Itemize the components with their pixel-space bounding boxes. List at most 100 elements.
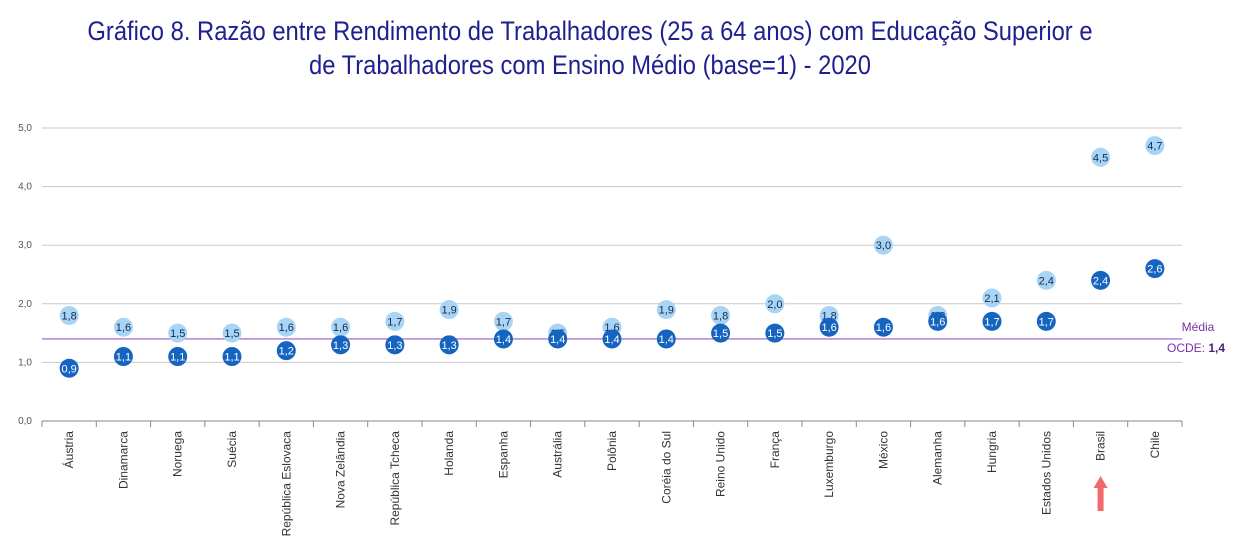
ratio-point <box>331 317 351 337</box>
superior-point <box>385 335 405 355</box>
highlight-arrow <box>1093 476 1108 511</box>
data-label: 1,4 <box>496 334 511 346</box>
superior-point <box>548 329 568 349</box>
ratio-point <box>1145 136 1165 156</box>
superior-point <box>222 347 242 367</box>
data-label: 2,4 <box>1093 275 1108 287</box>
data-label: 2,1 <box>984 293 999 305</box>
chart-title-line2: de Trabalhadores com Ensino Médio (base=… <box>308 50 871 80</box>
data-label: 1,7 <box>1039 316 1054 328</box>
data-label: 1,3 <box>333 340 348 352</box>
data-label: 2,6 <box>1147 264 1162 276</box>
mean-label-line1: Média <box>1182 320 1215 334</box>
category-label: Coréia do Sul <box>659 431 673 504</box>
category-label: Nova Zelândia <box>334 431 348 509</box>
y-tick-label: 4,0 <box>18 182 32 193</box>
category-label: Chile <box>1148 431 1162 459</box>
data-label: 1,8 <box>713 311 728 323</box>
superior-point <box>1091 270 1111 290</box>
data-label: 1,6 <box>333 322 348 334</box>
data-label: 1,1 <box>224 352 239 364</box>
data-label: 1,5 <box>224 328 239 340</box>
data-label: 1,6 <box>116 322 131 334</box>
ratio-point <box>493 311 513 331</box>
superior-point <box>1145 259 1165 279</box>
data-label: 1,6 <box>279 322 294 334</box>
category-label: França <box>768 431 782 469</box>
y-tick-label: 5,0 <box>18 123 32 134</box>
ratio-point <box>1036 270 1056 290</box>
superior-point <box>331 335 351 355</box>
category-label: Hungria <box>985 431 999 473</box>
category-label: Luxemburgo <box>822 431 836 498</box>
category-labels: Áustria Dinamarca Noruega Suécia República E… <box>61 431 1162 537</box>
data-label: 2,4 <box>1039 275 1054 287</box>
superior-point <box>439 335 459 355</box>
superior-point <box>765 323 785 343</box>
ratio-point <box>1091 147 1111 167</box>
category-label: Austrália <box>551 431 565 478</box>
data-label: 1,1 <box>116 352 131 364</box>
superior-point <box>928 311 948 331</box>
x-axis <box>41 420 1183 427</box>
data-label: 1,6 <box>876 322 891 334</box>
ratio-point <box>765 294 785 314</box>
category-label: Noruega <box>171 431 185 477</box>
arrow-up-icon <box>1093 476 1108 511</box>
superior-point <box>873 317 893 337</box>
y-tick-label: 3,0 <box>18 240 32 251</box>
category-label: Holanda <box>442 431 456 476</box>
data-label: 4,7 <box>1147 141 1162 153</box>
ratio-point <box>982 288 1002 308</box>
chart-title-line1: Gráfico 8. Razão entre Rendimento de Tra… <box>87 16 1093 46</box>
data-label: 1,4 <box>550 334 565 346</box>
superior-point <box>711 323 731 343</box>
category-label: Suécia <box>225 431 239 468</box>
y-tick-label: 2,0 <box>18 299 32 310</box>
category-label: Espanha <box>496 431 510 479</box>
mean-label-line2: OCDE: 1,4 <box>1167 341 1225 355</box>
data-label: 1,5 <box>767 328 782 340</box>
data-label: 1,3 <box>441 340 456 352</box>
superior-point <box>982 311 1002 331</box>
ratio-point <box>656 300 676 320</box>
category-label: México <box>876 431 890 469</box>
category-label: Brasil <box>1094 431 1108 461</box>
y-tick-label: 1,0 <box>18 357 32 368</box>
data-label: 1,1 <box>170 352 185 364</box>
data-label: 1,7 <box>496 316 511 328</box>
ratio-point <box>276 317 296 337</box>
data-label: 1,6 <box>821 322 836 334</box>
data-label: 4,5 <box>1093 152 1108 164</box>
ratio-point <box>59 306 79 326</box>
superior-point <box>602 329 622 349</box>
data-label: 1,5 <box>713 328 728 340</box>
data-label: 1,2 <box>279 346 294 358</box>
category-label: Alemanha <box>931 431 945 485</box>
ratio-point <box>113 317 133 337</box>
superior-point <box>276 341 296 361</box>
data-points: 1,8 1,6 1,5 1,5 1,6 1,6 1,7 1,9 1,7 1,5 1,6 1,9 1,8 2… <box>59 136 1165 378</box>
chart-title: Gráfico 8. Razão entre Rendimento de Tra… <box>71 14 1109 82</box>
superior-point <box>493 329 513 349</box>
superior-point <box>113 347 133 367</box>
superior-point <box>819 317 839 337</box>
ratio-point <box>711 306 731 326</box>
ratio-point <box>168 323 188 343</box>
superior-point <box>1036 311 1056 331</box>
ratio-point <box>873 235 893 255</box>
data-label: 1,4 <box>604 334 619 346</box>
data-label: 1,9 <box>441 305 456 317</box>
data-label: 1,6 <box>930 316 945 328</box>
data-label: 1,7 <box>387 316 402 328</box>
superior-point <box>656 329 676 349</box>
data-label: 1,5 <box>170 328 185 340</box>
superior-point <box>168 347 188 367</box>
category-label: Reino Unido <box>714 431 728 497</box>
category-label: Áustria <box>61 431 76 469</box>
superior-point <box>59 358 79 378</box>
category-label: Estados Unidos <box>1039 431 1053 515</box>
data-label: 1,8 <box>61 311 76 323</box>
data-label: 1,3 <box>387 340 402 352</box>
